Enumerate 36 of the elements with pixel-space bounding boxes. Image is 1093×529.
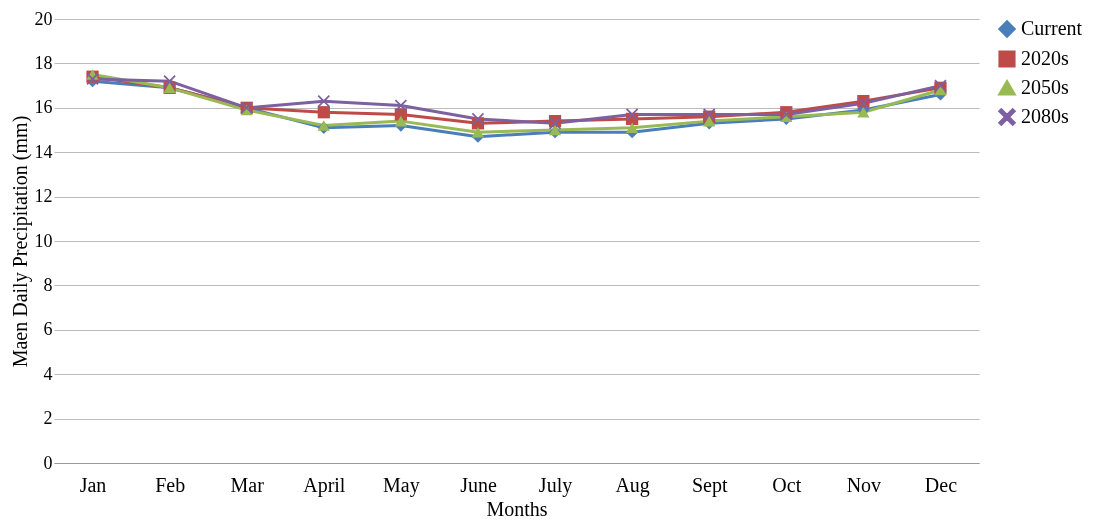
y-tick-label: 6 — [43, 319, 53, 340]
y-tick-label: 16 — [34, 97, 53, 118]
legend-label: 2050s — [1021, 76, 1069, 98]
y-tick-label: 10 — [34, 230, 53, 251]
point — [471, 126, 485, 138]
legend-label: 2080s — [1021, 105, 1069, 127]
point — [317, 95, 330, 108]
x-tick-label: Aug — [615, 473, 650, 497]
point — [317, 106, 330, 119]
x-tick-label: Mar — [230, 473, 265, 496]
x-tick-label: July — [538, 473, 573, 497]
x-tick-label: Jan — [79, 473, 107, 496]
point — [163, 75, 176, 88]
y-tick-label: 4 — [43, 363, 53, 384]
x-tick-label: Dec — [924, 473, 958, 496]
x-tick-label: Sept — [691, 473, 728, 497]
y-tick-label: 0 — [43, 452, 53, 473]
x-tick-label: May — [383, 473, 420, 497]
x-tick-label: Feb — [155, 473, 186, 496]
y-axis-title: Maen Daily Precipitation (mm) — [8, 115, 32, 368]
x-tick-label: Oct — [772, 473, 802, 496]
y-tick-label: 12 — [34, 186, 53, 207]
point — [394, 115, 407, 127]
legend-label: 2020s — [1021, 47, 1069, 69]
point — [626, 122, 639, 134]
y-tick-label: 20 — [34, 8, 53, 29]
point — [471, 112, 485, 126]
y-tick-label: 18 — [34, 52, 53, 73]
y-tick-label: 2 — [43, 408, 53, 429]
y-tick-label: 14 — [34, 141, 53, 162]
legend-label: Current — [1021, 17, 1083, 39]
x-tick-label: April — [303, 473, 346, 497]
x-axis-title: Months — [486, 497, 548, 520]
y-tick-label: 8 — [43, 274, 53, 295]
x-tick-label: Nov — [846, 473, 882, 496]
x-tick-label: June — [460, 473, 497, 496]
